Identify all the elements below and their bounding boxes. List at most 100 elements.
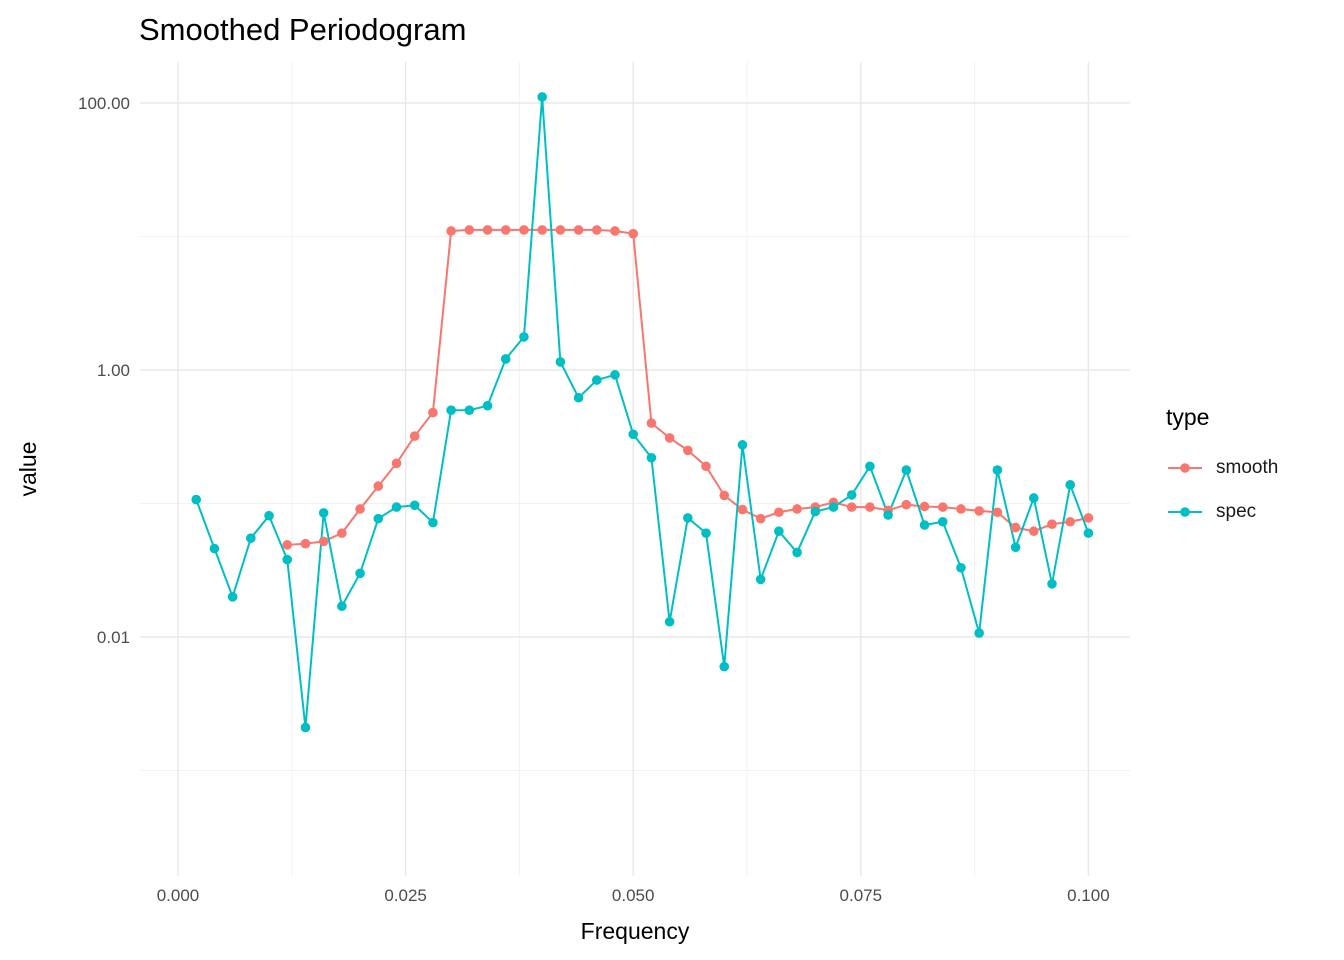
legend-key-icon [1168, 507, 1202, 517]
data-point-spec [519, 332, 529, 342]
data-point-smooth [1065, 516, 1075, 527]
data-point-smooth [428, 407, 438, 418]
data-point-spec [373, 513, 384, 524]
data-point-spec [1047, 579, 1057, 589]
data-point-smooth [701, 461, 711, 472]
data-point-spec [391, 502, 402, 512]
data-point-smooth [373, 481, 384, 491]
data-point-smooth [719, 490, 730, 501]
series-line-spec [195, 95, 1090, 729]
data-point-smooth [591, 225, 602, 235]
data-point-spec [974, 628, 984, 638]
y-axis-title: value [14, 441, 41, 497]
data-point-spec [1010, 542, 1021, 553]
x-tick-label: 0.100 [1067, 886, 1110, 905]
data-point-spec [591, 375, 602, 385]
data-point-smooth [628, 228, 638, 239]
data-point-spec [810, 506, 821, 517]
data-point-spec [755, 574, 766, 585]
data-point-smooth [901, 499, 912, 510]
legend-item-spec: spec [1166, 499, 1278, 525]
data-point-smooth [337, 528, 347, 538]
data-point-spec [701, 528, 711, 538]
data-point-smooth [555, 225, 566, 235]
x-tick-label: 0.000 [157, 886, 200, 905]
legend-item-label: spec [1216, 501, 1257, 522]
data-point-spec [482, 400, 493, 411]
data-point-smooth [1083, 513, 1094, 523]
data-point-smooth [482, 225, 493, 235]
data-point-spec [828, 502, 839, 512]
data-point-smooth [537, 225, 547, 235]
data-point-spec [573, 392, 584, 403]
legend-key-icon [1168, 463, 1202, 473]
data-point-smooth [937, 502, 948, 512]
data-point-smooth [919, 501, 930, 512]
data-point-spec [500, 354, 511, 364]
chart-title: Smoothed Periodogram [139, 12, 467, 47]
data-point-spec [937, 516, 948, 527]
data-point-smooth [1028, 526, 1039, 537]
data-point-spec [683, 513, 693, 523]
data-point-spec [646, 452, 657, 463]
data-point-spec [719, 661, 730, 672]
data-point-smooth [755, 513, 766, 524]
data-point-spec [246, 533, 256, 543]
x-tick-label: 0.025 [384, 886, 427, 905]
data-point-smooth [409, 431, 420, 441]
data-point-smooth [446, 226, 456, 236]
data-point-spec [264, 510, 274, 521]
data-point-spec [227, 592, 238, 602]
data-point-spec [355, 568, 365, 579]
data-point-smooth [573, 225, 584, 235]
y-tick-label: 0.01 [97, 628, 130, 647]
data-point-smooth [519, 225, 529, 235]
data-point-smooth [992, 507, 1003, 518]
data-point-smooth [974, 506, 984, 516]
data-point-spec [774, 526, 784, 537]
data-point-spec [282, 554, 293, 565]
data-point-spec [664, 616, 675, 627]
data-point-smooth [664, 433, 675, 443]
data-point-spec [537, 92, 547, 102]
series-line-smooth [286, 228, 1090, 546]
data-point-spec [610, 370, 620, 380]
legend-items: smooth spec [1166, 455, 1278, 525]
data-point-smooth [683, 445, 693, 456]
data-point-smooth [792, 504, 802, 514]
y-tick-label: 1.00 [97, 361, 130, 380]
data-point-spec [628, 429, 638, 440]
data-point-spec [883, 510, 893, 520]
x-tick-label: 0.050 [612, 886, 655, 905]
data-point-spec [337, 601, 347, 612]
data-point-smooth [282, 540, 293, 550]
data-point-spec [1065, 480, 1075, 490]
data-point-smooth [956, 504, 966, 514]
data-point-spec [464, 405, 475, 415]
data-point-spec [901, 465, 912, 475]
data-point-spec [191, 494, 202, 505]
data-point-smooth [355, 504, 365, 514]
data-point-smooth [774, 507, 784, 518]
data-point-spec [300, 722, 311, 733]
data-point-spec [428, 517, 438, 528]
data-point-smooth [391, 458, 402, 469]
data-point-smooth [464, 225, 475, 235]
data-point-spec [1083, 528, 1094, 538]
data-point-spec [1028, 493, 1039, 503]
data-point-spec [865, 461, 875, 472]
data-point-smooth [1010, 522, 1021, 533]
data-point-spec [992, 465, 1003, 475]
data-point-smooth [500, 225, 511, 235]
data-point-smooth [846, 502, 857, 512]
data-point-smooth [646, 418, 657, 428]
legend-item-smooth: smooth [1166, 455, 1278, 481]
legend-title: type [1166, 404, 1210, 430]
legend-item-label: smooth [1216, 457, 1279, 478]
data-point-spec [792, 547, 802, 558]
data-point-smooth [1047, 519, 1057, 529]
data-point-smooth [300, 538, 311, 549]
data-point-smooth [737, 504, 748, 515]
x-axis-title: Frequency [580, 918, 690, 944]
